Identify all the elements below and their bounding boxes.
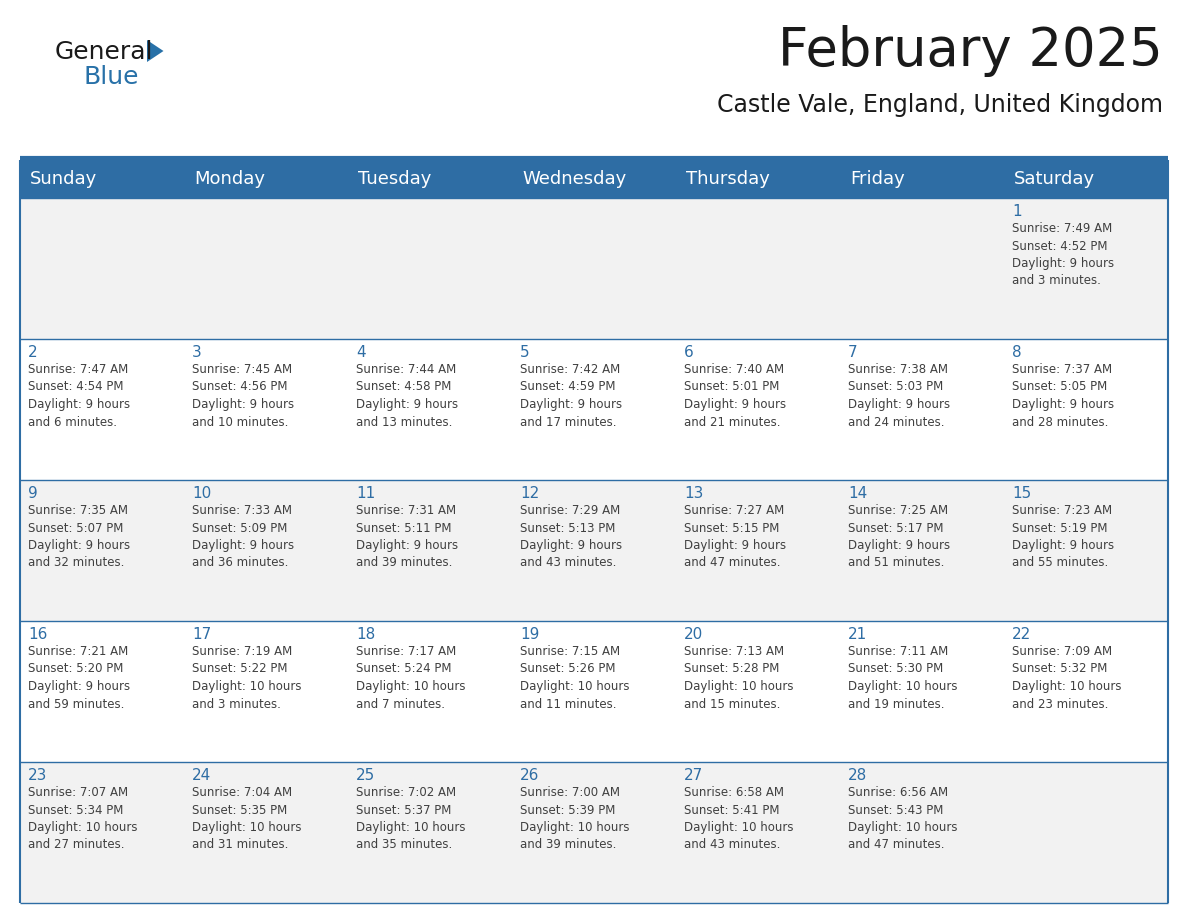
Text: Sunrise: 6:58 AM
Sunset: 5:41 PM
Daylight: 10 hours
and 43 minutes.: Sunrise: 6:58 AM Sunset: 5:41 PM Dayligh…	[684, 786, 794, 852]
Bar	[20, 621, 1168, 762]
Text: 4: 4	[356, 345, 366, 360]
Polygon shape	[147, 40, 164, 62]
Text: 22: 22	[1012, 627, 1031, 642]
Text: 25: 25	[356, 768, 375, 783]
Text: Sunrise: 7:13 AM
Sunset: 5:28 PM
Daylight: 10 hours
and 15 minutes.: Sunrise: 7:13 AM Sunset: 5:28 PM Dayligh…	[684, 645, 794, 711]
Text: Sunrise: 6:56 AM
Sunset: 5:43 PM
Daylight: 10 hours
and 47 minutes.: Sunrise: 6:56 AM Sunset: 5:43 PM Dayligh…	[848, 786, 958, 852]
Text: 18: 18	[356, 627, 375, 642]
Text: 19: 19	[520, 627, 539, 642]
Text: 21: 21	[848, 627, 867, 642]
Text: 8: 8	[1012, 345, 1022, 360]
Text: Sunday: Sunday	[30, 170, 97, 188]
Text: Sunrise: 7:15 AM
Sunset: 5:26 PM
Daylight: 10 hours
and 11 minutes.: Sunrise: 7:15 AM Sunset: 5:26 PM Dayligh…	[520, 645, 630, 711]
Text: February 2025: February 2025	[778, 25, 1163, 77]
Text: 17: 17	[192, 627, 211, 642]
Text: 12: 12	[520, 486, 539, 501]
Text: 1: 1	[1012, 204, 1022, 219]
Bar	[20, 762, 1168, 903]
Text: 24: 24	[192, 768, 211, 783]
Text: 11: 11	[356, 486, 375, 501]
Text: Sunrise: 7:04 AM
Sunset: 5:35 PM
Daylight: 10 hours
and 31 minutes.: Sunrise: 7:04 AM Sunset: 5:35 PM Dayligh…	[192, 786, 302, 852]
Text: 23: 23	[29, 768, 48, 783]
Text: 5: 5	[520, 345, 530, 360]
Text: 20: 20	[684, 627, 703, 642]
Text: Sunrise: 7:37 AM
Sunset: 5:05 PM
Daylight: 9 hours
and 28 minutes.: Sunrise: 7:37 AM Sunset: 5:05 PM Dayligh…	[1012, 363, 1114, 429]
Text: Sunrise: 7:29 AM
Sunset: 5:13 PM
Daylight: 9 hours
and 43 minutes.: Sunrise: 7:29 AM Sunset: 5:13 PM Dayligh…	[520, 504, 623, 569]
Text: 16: 16	[29, 627, 48, 642]
Text: Friday: Friday	[849, 170, 905, 188]
Text: Saturday: Saturday	[1015, 170, 1095, 188]
Text: Sunrise: 7:21 AM
Sunset: 5:20 PM
Daylight: 9 hours
and 59 minutes.: Sunrise: 7:21 AM Sunset: 5:20 PM Dayligh…	[29, 645, 131, 711]
Text: Castle Vale, England, United Kingdom: Castle Vale, England, United Kingdom	[718, 93, 1163, 117]
Text: 26: 26	[520, 768, 539, 783]
Text: Sunrise: 7:38 AM
Sunset: 5:03 PM
Daylight: 9 hours
and 24 minutes.: Sunrise: 7:38 AM Sunset: 5:03 PM Dayligh…	[848, 363, 950, 429]
Text: 27: 27	[684, 768, 703, 783]
Bar	[20, 480, 1168, 621]
Text: 14: 14	[848, 486, 867, 501]
Text: Sunrise: 7:11 AM
Sunset: 5:30 PM
Daylight: 10 hours
and 19 minutes.: Sunrise: 7:11 AM Sunset: 5:30 PM Dayligh…	[848, 645, 958, 711]
Text: Sunrise: 7:31 AM
Sunset: 5:11 PM
Daylight: 9 hours
and 39 minutes.: Sunrise: 7:31 AM Sunset: 5:11 PM Dayligh…	[356, 504, 459, 569]
Text: Sunrise: 7:49 AM
Sunset: 4:52 PM
Daylight: 9 hours
and 3 minutes.: Sunrise: 7:49 AM Sunset: 4:52 PM Dayligh…	[1012, 222, 1114, 287]
Text: Sunrise: 7:23 AM
Sunset: 5:19 PM
Daylight: 9 hours
and 55 minutes.: Sunrise: 7:23 AM Sunset: 5:19 PM Dayligh…	[1012, 504, 1114, 569]
Text: Sunrise: 7:42 AM
Sunset: 4:59 PM
Daylight: 9 hours
and 17 minutes.: Sunrise: 7:42 AM Sunset: 4:59 PM Dayligh…	[520, 363, 623, 429]
Text: 15: 15	[1012, 486, 1031, 501]
Text: Sunrise: 7:19 AM
Sunset: 5:22 PM
Daylight: 10 hours
and 3 minutes.: Sunrise: 7:19 AM Sunset: 5:22 PM Dayligh…	[192, 645, 302, 711]
Text: Sunrise: 7:33 AM
Sunset: 5:09 PM
Daylight: 9 hours
and 36 minutes.: Sunrise: 7:33 AM Sunset: 5:09 PM Dayligh…	[192, 504, 295, 569]
Text: 13: 13	[684, 486, 703, 501]
Text: Sunrise: 7:07 AM
Sunset: 5:34 PM
Daylight: 10 hours
and 27 minutes.: Sunrise: 7:07 AM Sunset: 5:34 PM Dayligh…	[29, 786, 138, 852]
Bar	[20, 198, 1168, 339]
Text: 2: 2	[29, 345, 38, 360]
Text: Sunrise: 7:44 AM
Sunset: 4:58 PM
Daylight: 9 hours
and 13 minutes.: Sunrise: 7:44 AM Sunset: 4:58 PM Dayligh…	[356, 363, 459, 429]
Text: Sunrise: 7:00 AM
Sunset: 5:39 PM
Daylight: 10 hours
and 39 minutes.: Sunrise: 7:00 AM Sunset: 5:39 PM Dayligh…	[520, 786, 630, 852]
Text: Wednesday: Wednesday	[522, 170, 626, 188]
Text: 28: 28	[848, 768, 867, 783]
Text: Sunrise: 7:17 AM
Sunset: 5:24 PM
Daylight: 10 hours
and 7 minutes.: Sunrise: 7:17 AM Sunset: 5:24 PM Dayligh…	[356, 645, 466, 711]
Text: Sunrise: 7:47 AM
Sunset: 4:54 PM
Daylight: 9 hours
and 6 minutes.: Sunrise: 7:47 AM Sunset: 4:54 PM Dayligh…	[29, 363, 131, 429]
Text: General: General	[55, 40, 153, 64]
Text: Sunrise: 7:45 AM
Sunset: 4:56 PM
Daylight: 9 hours
and 10 minutes.: Sunrise: 7:45 AM Sunset: 4:56 PM Dayligh…	[192, 363, 295, 429]
Text: 3: 3	[192, 345, 202, 360]
Text: Tuesday: Tuesday	[358, 170, 431, 188]
Text: 9: 9	[29, 486, 38, 501]
Text: Sunrise: 7:02 AM
Sunset: 5:37 PM
Daylight: 10 hours
and 35 minutes.: Sunrise: 7:02 AM Sunset: 5:37 PM Dayligh…	[356, 786, 466, 852]
Text: Thursday: Thursday	[685, 170, 770, 188]
Text: Sunrise: 7:09 AM
Sunset: 5:32 PM
Daylight: 10 hours
and 23 minutes.: Sunrise: 7:09 AM Sunset: 5:32 PM Dayligh…	[1012, 645, 1121, 711]
Text: Monday: Monday	[194, 170, 265, 188]
Text: Sunrise: 7:25 AM
Sunset: 5:17 PM
Daylight: 9 hours
and 51 minutes.: Sunrise: 7:25 AM Sunset: 5:17 PM Dayligh…	[848, 504, 950, 569]
Text: Blue: Blue	[83, 65, 139, 89]
Text: Sunrise: 7:27 AM
Sunset: 5:15 PM
Daylight: 9 hours
and 47 minutes.: Sunrise: 7:27 AM Sunset: 5:15 PM Dayligh…	[684, 504, 786, 569]
Text: Sunrise: 7:35 AM
Sunset: 5:07 PM
Daylight: 9 hours
and 32 minutes.: Sunrise: 7:35 AM Sunset: 5:07 PM Dayligh…	[29, 504, 131, 569]
Bar	[20, 339, 1168, 480]
Bar	[20, 160, 1168, 198]
Text: Sunrise: 7:40 AM
Sunset: 5:01 PM
Daylight: 9 hours
and 21 minutes.: Sunrise: 7:40 AM Sunset: 5:01 PM Dayligh…	[684, 363, 786, 429]
Text: 10: 10	[192, 486, 211, 501]
Text: 6: 6	[684, 345, 694, 360]
Text: 7: 7	[848, 345, 858, 360]
